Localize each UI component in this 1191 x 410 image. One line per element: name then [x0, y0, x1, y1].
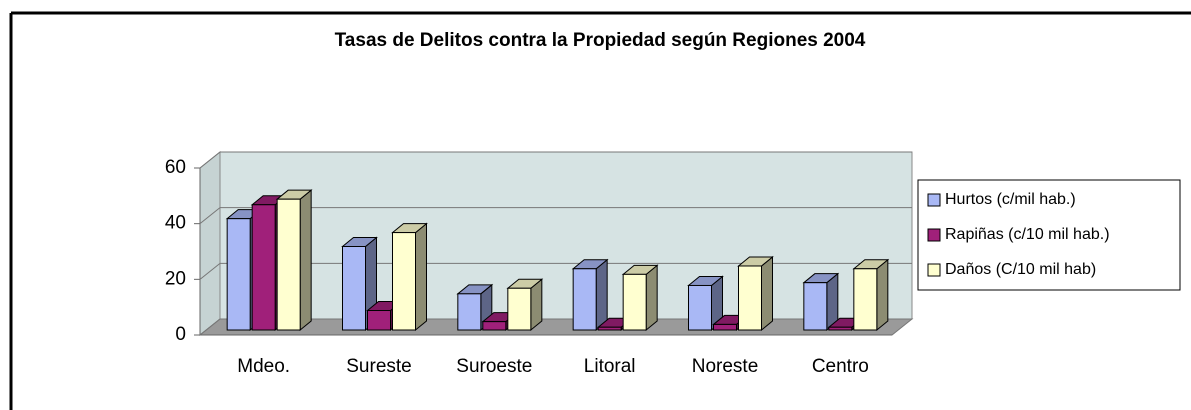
bar-side [876, 258, 889, 332]
y-tick-label: 0 [175, 324, 186, 345]
y-tick-label: 20 [165, 268, 186, 289]
bar [367, 310, 391, 331]
bar [738, 265, 762, 331]
bar [507, 287, 532, 331]
bar [251, 204, 276, 331]
bar-side [595, 258, 608, 332]
bar [828, 326, 853, 331]
grid-line [199, 262, 221, 280]
bar-side [415, 222, 427, 332]
y-tick-label: 40 [165, 213, 186, 234]
legend-swatch [927, 193, 941, 207]
bar [392, 232, 416, 331]
bar [622, 273, 647, 331]
x-tick-label: Centro [812, 356, 869, 377]
y-tick-label: 60 [165, 157, 186, 178]
bar [688, 284, 712, 331]
bar [276, 198, 301, 331]
bar [342, 246, 366, 331]
grid-line [199, 318, 221, 336]
bar [572, 268, 597, 331]
legend-label: Daños (C/10 mil hab) [945, 261, 1096, 278]
legend-swatch [927, 263, 941, 277]
bar [713, 323, 737, 331]
x-tick-label: Suroeste [456, 356, 532, 377]
x-tick-label: Litoral [584, 356, 636, 377]
side-wall [199, 150, 221, 337]
chart-title: Tasas de Delitos contra la Propiedad seg… [335, 30, 866, 51]
x-tick-label: Noreste [692, 356, 759, 377]
bar [482, 321, 507, 331]
bar [597, 326, 622, 331]
x-tick-label: Sureste [346, 356, 411, 377]
legend-swatch [927, 228, 941, 242]
bar [853, 268, 878, 331]
grid-line [199, 151, 221, 169]
x-tick-label: Mdeo. [237, 356, 290, 377]
grid-line [199, 207, 221, 225]
legend-label: Rapiñas (c/10 mil hab.) [945, 226, 1110, 243]
bar [803, 282, 828, 331]
bar-side [299, 189, 312, 332]
bar [226, 218, 251, 331]
legend-box [917, 179, 1181, 291]
bar-side [645, 264, 658, 332]
bar [457, 293, 482, 331]
legend-label: Hurtos (c/mil hab.) [945, 191, 1076, 208]
bar-side [761, 255, 773, 332]
